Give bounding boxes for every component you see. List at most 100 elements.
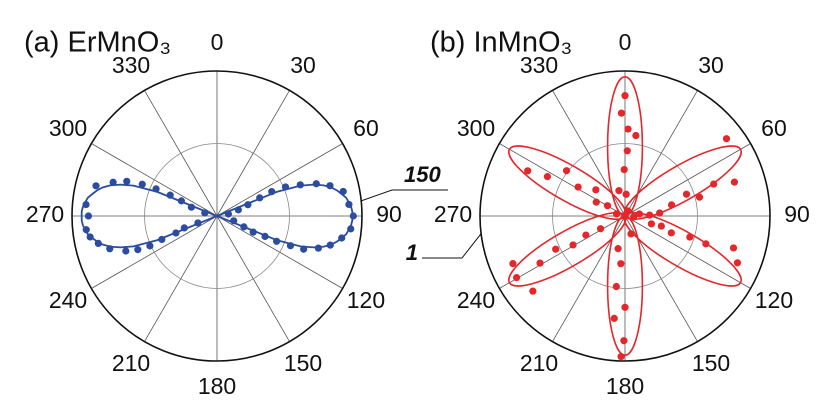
theta-tick-label: 60 xyxy=(761,115,787,141)
chart-title: (a) ErMnO₃ xyxy=(24,27,171,59)
data-point xyxy=(647,220,656,228)
theta-tick-label: 30 xyxy=(290,52,316,78)
data-point xyxy=(624,207,632,215)
data-point xyxy=(138,180,146,188)
data-point xyxy=(172,229,180,237)
data-point xyxy=(635,210,643,218)
data-point xyxy=(94,239,102,247)
data-point xyxy=(134,246,142,254)
data-point xyxy=(730,178,739,186)
data-point xyxy=(86,233,94,241)
data-point xyxy=(249,228,257,236)
data-point xyxy=(603,202,612,210)
data-point xyxy=(667,229,675,237)
data-point xyxy=(152,185,160,193)
data-point xyxy=(244,201,252,209)
data-point xyxy=(702,240,710,248)
data-point xyxy=(273,237,281,245)
data-point xyxy=(617,109,626,117)
data-point xyxy=(624,125,632,133)
data-point xyxy=(84,212,93,220)
data-point xyxy=(615,187,623,195)
data-point xyxy=(82,200,90,209)
fit-petal xyxy=(508,145,627,221)
data-point xyxy=(612,282,620,291)
data-point xyxy=(552,245,560,253)
data-point xyxy=(621,303,629,311)
theta-tick-label: 0 xyxy=(619,29,632,55)
data-point xyxy=(710,180,718,188)
data-point xyxy=(667,201,676,209)
theta-tick-label: 0 xyxy=(211,29,224,55)
data-point xyxy=(194,219,202,227)
data-point xyxy=(345,200,353,209)
data-point xyxy=(630,213,638,221)
data-point xyxy=(512,273,521,282)
data-point xyxy=(656,209,664,217)
data-point xyxy=(722,135,731,143)
data-point xyxy=(261,232,269,240)
data-point xyxy=(733,259,742,267)
data-point xyxy=(574,183,582,191)
theta-tick-label: 300 xyxy=(49,115,87,141)
theta-tick-label: 330 xyxy=(112,52,150,78)
radial-tick-leader xyxy=(361,189,448,202)
data-point xyxy=(682,190,691,198)
grid-circle xyxy=(552,143,698,289)
data-point xyxy=(729,244,738,252)
theta-tick-label: 210 xyxy=(112,350,150,376)
data-point xyxy=(281,183,290,191)
data-point xyxy=(646,211,654,219)
data-point xyxy=(300,245,308,253)
data-point xyxy=(82,226,90,234)
data-point xyxy=(632,131,640,140)
radial-tick-label: 1 xyxy=(406,240,418,265)
data-point xyxy=(187,203,196,211)
data-point xyxy=(347,225,355,233)
data-point xyxy=(524,167,532,175)
data-point xyxy=(312,180,320,188)
data-point xyxy=(509,259,517,268)
theta-tick-label: 300 xyxy=(457,115,495,141)
data-point xyxy=(180,224,188,232)
data-point xyxy=(610,314,618,322)
data-point xyxy=(621,92,629,100)
data-point xyxy=(158,235,166,244)
data-point xyxy=(286,242,295,250)
data-point xyxy=(536,259,544,267)
data-point xyxy=(326,182,334,190)
data-point xyxy=(657,222,665,230)
theta-tick-label: 60 xyxy=(353,115,379,141)
data-point xyxy=(543,173,552,181)
data-point xyxy=(695,193,704,201)
theta-tick-label: 240 xyxy=(49,287,87,313)
data-point xyxy=(224,210,233,218)
data-point xyxy=(623,147,631,155)
theta-tick-label: 30 xyxy=(698,52,724,78)
data-point xyxy=(109,178,117,186)
data-point xyxy=(617,352,625,361)
chart-title: (b) InMnO₃ xyxy=(430,27,572,59)
data-point xyxy=(122,247,130,255)
data-point xyxy=(201,209,209,217)
data-point xyxy=(349,212,357,220)
data-point xyxy=(338,234,346,242)
data-point xyxy=(569,241,577,249)
data-point xyxy=(582,231,590,239)
data-point xyxy=(106,245,114,253)
grid-circle xyxy=(479,70,771,362)
fit-curve xyxy=(80,183,354,249)
data-point xyxy=(177,197,186,205)
data-point xyxy=(326,241,334,249)
theta-tick-label: 270 xyxy=(434,201,472,227)
data-point xyxy=(617,260,625,268)
theta-tick-label: 210 xyxy=(520,350,558,376)
data-point xyxy=(234,206,242,214)
data-point xyxy=(529,287,537,295)
data-point xyxy=(296,181,304,189)
data-point xyxy=(614,245,622,253)
data-point xyxy=(627,230,635,238)
theta-tick-label: 90 xyxy=(376,201,402,227)
data-point xyxy=(339,187,347,196)
